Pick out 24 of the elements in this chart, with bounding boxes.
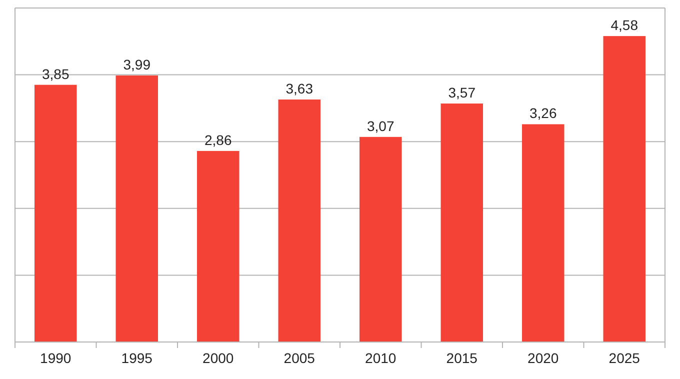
data-label: 3,99: [123, 56, 151, 72]
x-tick-label: 2015: [446, 350, 478, 366]
x-tick-label: 2010: [365, 350, 396, 366]
x-tick-label: 2020: [528, 350, 559, 366]
bar: [603, 36, 646, 342]
data-label: 3,63: [286, 80, 314, 97]
bar: [34, 84, 77, 342]
data-label: 2,86: [204, 132, 232, 148]
bar: [360, 136, 402, 342]
data-label: 3,57: [448, 84, 476, 101]
bar: [278, 100, 320, 342]
bar: [116, 75, 158, 342]
x-tick-label: 2025: [608, 350, 640, 366]
data-label: 4,58: [610, 17, 638, 34]
data-label: 3,26: [530, 105, 557, 122]
x-tick-label: 2000: [202, 350, 234, 366]
data-label: 3,07: [367, 118, 394, 134]
data-label: 3,85: [42, 66, 70, 82]
bar: [522, 124, 564, 342]
bar: [197, 150, 240, 342]
x-tick-label: 1995: [121, 350, 153, 366]
x-tick-label: 2005: [284, 350, 316, 366]
x-tick-label: 1990: [40, 350, 72, 366]
bar: [440, 104, 483, 342]
